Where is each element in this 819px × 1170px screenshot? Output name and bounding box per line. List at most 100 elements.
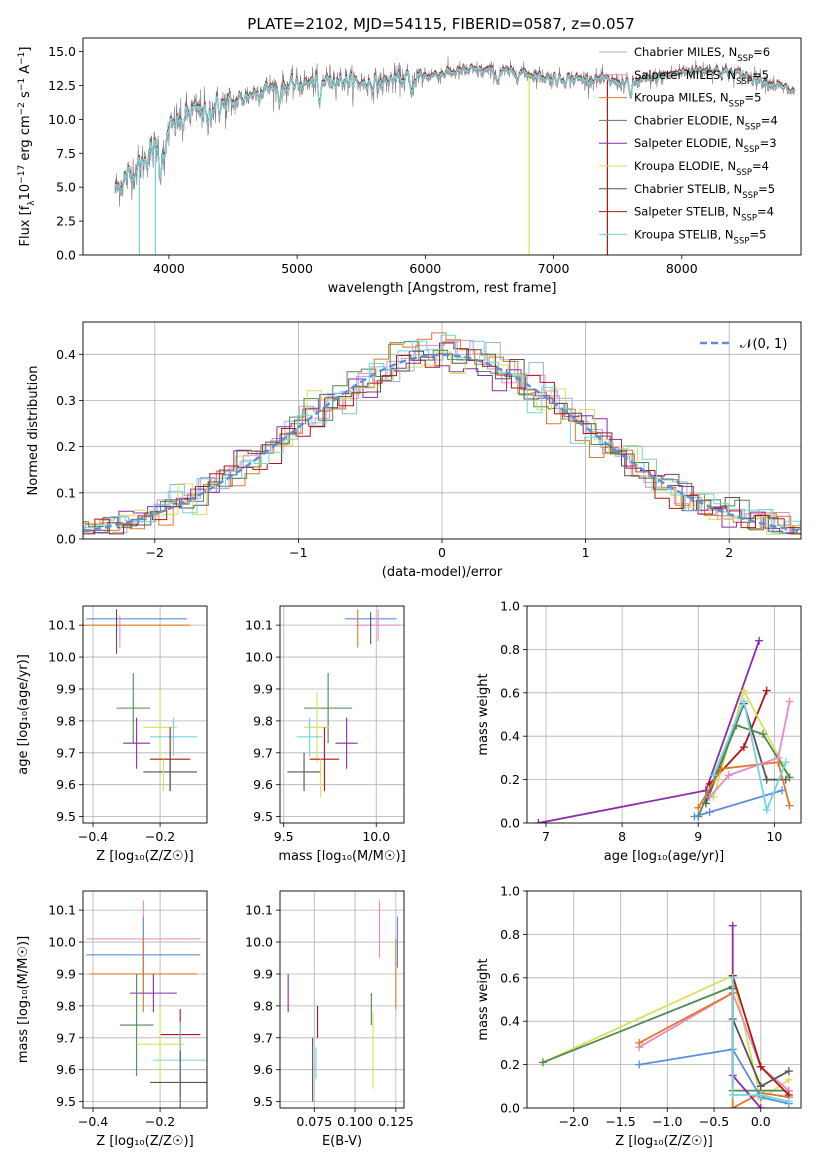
legend-entry-name: Chabrier MILES, N <box>634 45 737 59</box>
axes-frame <box>526 890 802 1109</box>
legend-entry-normal: 𝒩(0, 1) <box>740 337 787 352</box>
panel-mass-vs-Z: −0.4 −0.2 9.5 9.6 9.7 9.8 9.9 10.0 10.1 Z [log₁₀(… <box>16 890 208 1149</box>
weight-marker-salpeter_stelib <box>739 743 748 752</box>
legend-entry-subscript: SSP <box>734 236 750 246</box>
weight-marker-kroupa_miles <box>728 1104 737 1108</box>
x-tick-label: −0.4 <box>78 1114 108 1129</box>
weight-line-kroupa_miles <box>697 761 791 809</box>
y-tick-label: 10.1 <box>245 903 273 918</box>
legend-entry-subscript: SSP <box>741 214 757 224</box>
axes-frame <box>279 890 405 1109</box>
legend-entry-value: =6 <box>753 45 770 59</box>
y-tick-label: 10.0 <box>245 650 273 665</box>
weight-line-blue_model <box>639 1048 790 1105</box>
histogram-salpeter_stelib <box>83 342 801 535</box>
errorbar-chabrier_stelib <box>287 752 321 792</box>
y-axis-label: age [log₁₀(age/yr)] <box>16 654 31 775</box>
x-axis-label: wavelength [Angstrom, rest frame] <box>328 281 557 296</box>
residual-legend: 𝒩(0, 1) <box>700 337 787 352</box>
x-tick-label: 0 <box>438 545 446 560</box>
weight-marker-blue_model <box>705 808 714 817</box>
axes-frame <box>526 605 802 824</box>
legend-entry: Chabrier STELIB, NSSP=5 <box>634 182 775 201</box>
y-axis-label-part: λ <box>27 200 37 206</box>
errorbar-chabrier_elodie <box>116 673 151 744</box>
plot-area <box>527 606 801 823</box>
errorbar-kroupa_elodie <box>304 692 330 763</box>
y-tick-label: 0.0 <box>56 532 76 547</box>
y-tick-label: 0.2 <box>500 772 520 787</box>
y-tick-label: 9.5 <box>56 1094 76 1109</box>
legend-entry-subscript: SSP <box>729 100 745 110</box>
weight-marker-kroupa_stelib <box>781 758 790 767</box>
y-tick-label: 10.1 <box>48 903 76 918</box>
y-tick-label: 9.6 <box>253 777 273 792</box>
plot-area <box>527 891 801 1108</box>
weight-marker-salpeter_miles <box>724 771 733 780</box>
x-tick-label: 0.075 <box>296 1114 332 1129</box>
weight-marker-kroupa_stelib <box>709 771 718 780</box>
weight-marker-chabrier_elodie <box>758 730 767 739</box>
weight-marker-chabrier_stelib <box>756 1082 765 1091</box>
panel-mass-vs-EBV: 0.075 0.100 0.125 9.5 9.6 9.7 9.8 9.9 10.0 10.1 E(… <box>245 890 414 1149</box>
weight-marker-blue_model <box>690 812 699 821</box>
legend-entry-value: =4 <box>752 159 769 173</box>
panel-age-vs-Z: −0.4 −0.2 9.5 9.6 9.7 9.8 9.9 10.0 10.1 Z [log₁₀(… <box>16 605 208 864</box>
y-tick-label: 9.9 <box>56 681 76 696</box>
x-tick-label: 0.125 <box>378 1114 414 1129</box>
legend-entry-name: Kroupa STELIB, N <box>634 227 734 241</box>
weight-marker-salpeter_elodie <box>756 1104 765 1108</box>
weight-marker-salpeter_stelib <box>756 1062 765 1071</box>
x-tick-label: −0.2 <box>145 1114 175 1129</box>
x-tick-label: −0.2 <box>145 829 175 844</box>
x-tick-label: −0.4 <box>78 829 108 844</box>
x-axis-label: age [log₁₀(age/yr)] <box>604 849 725 864</box>
y-axis-label-part: ] <box>18 47 33 52</box>
legend-entry-name: Chabrier ELODIE, N <box>634 113 745 127</box>
y-axis-label-part: s <box>18 91 33 102</box>
plot-area <box>280 891 404 1108</box>
legend-entry-name: Salpeter MILES, N <box>634 68 736 82</box>
y-tick-label: 0.4 <box>500 729 520 744</box>
y-tick-label: 0.0 <box>500 1101 520 1116</box>
errorbar-chabrier_elodie <box>304 673 353 744</box>
weight-line-kroupa_elodie <box>542 974 790 1101</box>
x-tick-label: −1.0 <box>652 1114 682 1129</box>
axes-frame <box>82 890 208 1109</box>
legend-entry-name: Salpeter ELODIE, N <box>634 136 744 150</box>
y-tick-label: 9.8 <box>253 998 273 1013</box>
errorbar-salpeter_elodie <box>335 717 358 769</box>
errorbar-kroupa_miles <box>89 935 197 1013</box>
panel-mass-weight-vs-age: 7 8 9 10 0.0 0.2 0.4 0.6 0.8 1.0 age [log₁₀(age/yr… <box>476 599 802 864</box>
axes-frame <box>82 605 208 824</box>
weight-line-kroupa_stelib <box>731 977 790 1103</box>
plot-area <box>114 56 796 255</box>
legend-entry: Kroupa MILES, NSSP=5 <box>634 91 761 110</box>
y-tick-label: 10.1 <box>245 618 273 633</box>
y-axis-label-part: −1 <box>17 78 27 91</box>
panels: 4000 5000 6000 7000 80000.02.55.07.510.012.5… <box>16 37 802 1149</box>
y-tick-label: 10.0 <box>245 935 273 950</box>
y-tick-label: 10.0 <box>48 650 76 665</box>
x-tick-label: 9 <box>694 829 702 844</box>
x-axis-label: Z [log₁₀(Z/Z☉)] <box>96 849 193 864</box>
weight-marker-chabrier_stelib <box>784 1067 793 1076</box>
plot-area <box>83 322 801 539</box>
y-tick-label: 0.0 <box>56 248 76 263</box>
errorbar-salpeter_elodie <box>123 717 151 769</box>
y-tick-label: 1.0 <box>500 884 520 899</box>
errorbar-chabrier_stelib <box>143 752 197 792</box>
panel-age-vs-mass: 9.5 10.0 9.5 9.6 9.7 9.8 9.9 10.0 10.1 mass [log₁… <box>245 605 406 864</box>
weight-marker-chabrier_elodie <box>538 1058 547 1067</box>
legend-entry: Kroupa STELIB, NSSP=5 <box>634 227 766 246</box>
errorbar-salpeter_stelib <box>309 727 340 792</box>
errorbar-kroupa_elodie <box>136 1005 184 1083</box>
weight-marker-salpeter_miles <box>705 792 714 801</box>
y-tick-label: 7.5 <box>56 146 76 161</box>
errorbar-kroupa_stelib <box>150 717 197 756</box>
weight-marker-kroupa_stelib <box>728 1090 737 1099</box>
weight-marker-kroupa_miles <box>694 803 703 812</box>
y-tick-label: 0.4 <box>500 1014 520 1029</box>
errorbar-salpeter_miles <box>355 609 401 642</box>
